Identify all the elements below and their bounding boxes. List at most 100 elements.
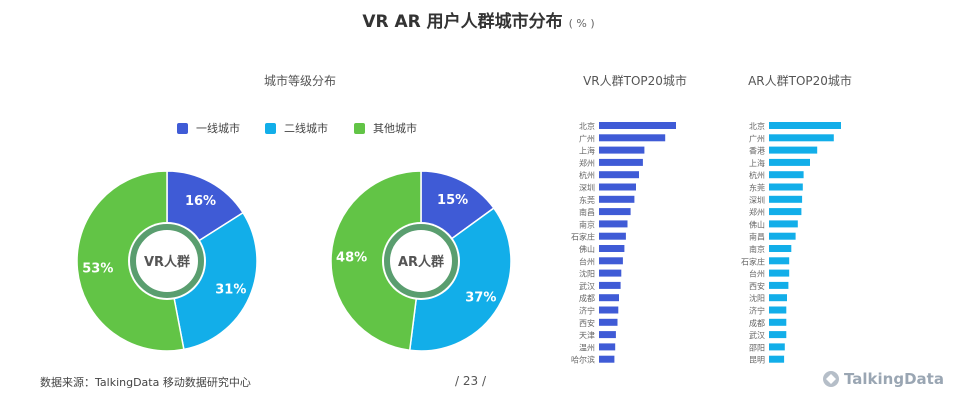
vr-donut-slice-label-2: 53% bbox=[82, 262, 113, 277]
vr-top20-city-label-8: 南京 bbox=[579, 219, 595, 229]
vr-top20-bar-17 bbox=[599, 331, 616, 339]
main-title-text: VR AR 用户人群城市分布 bbox=[362, 12, 563, 32]
vr-bar-title: VR人群TOP20城市 bbox=[583, 74, 687, 88]
ar-top20-city-label-3: 上海 bbox=[749, 158, 765, 168]
vr-top20-city-label-14: 成都 bbox=[579, 293, 595, 303]
title-unit: ( % ) bbox=[568, 17, 595, 30]
ar-top20-bar-9 bbox=[769, 232, 796, 240]
pie-section-title: 城市等级分布 bbox=[263, 74, 336, 88]
vr-top20-bar-7 bbox=[599, 208, 631, 216]
ar-donut-slice-1 bbox=[408, 207, 512, 352]
ar-top20-bar-10 bbox=[769, 245, 792, 252]
legend-swatch-other bbox=[354, 122, 365, 134]
ar-top20-city-label-7: 郑州 bbox=[749, 207, 765, 217]
ar-donut-slice-label-0: 15% bbox=[437, 193, 468, 208]
ar-top20-city-label-17: 武汉 bbox=[749, 330, 765, 340]
ar-donut-slice-2 bbox=[330, 170, 422, 352]
ar-top20-bar-8 bbox=[769, 220, 798, 228]
vr-top20-bar-9 bbox=[599, 232, 626, 240]
ar-top20-city-label-13: 西安 bbox=[749, 281, 765, 291]
vr-top20-city-label-18: 温州 bbox=[579, 343, 595, 352]
vr-donut-center-label: VR人群 bbox=[144, 254, 190, 270]
vr-top20-bar-15 bbox=[599, 306, 619, 314]
ar-top20-bar-17 bbox=[769, 331, 787, 339]
vr-top20-city-label-9: 石家庄 bbox=[571, 232, 595, 242]
vr-top20-bar-12 bbox=[599, 269, 622, 277]
vr-top20-city-label-1: 广州 bbox=[579, 133, 595, 143]
vr-top20-bar-13 bbox=[599, 281, 621, 289]
ar-top20-bar-13 bbox=[769, 281, 789, 289]
ar-top20-city-label-1: 广州 bbox=[749, 133, 765, 143]
vr-top20-bar-19 bbox=[599, 355, 615, 363]
ar-top20-bar-7 bbox=[769, 208, 802, 216]
vr-top20-city-label-4: 杭州 bbox=[579, 170, 595, 180]
legend-swatch-tier1 bbox=[177, 122, 188, 134]
ar-top20-city-label-9: 南昌 bbox=[749, 232, 765, 242]
ar-top20-city-label-4: 杭州 bbox=[749, 170, 765, 180]
vr-top20-city-label-6: 东莞 bbox=[579, 195, 595, 205]
ar-donut-center-disc bbox=[391, 231, 451, 291]
ar-donut-center-ring bbox=[384, 224, 458, 298]
vr-top20-bar-14 bbox=[599, 294, 619, 302]
vr-top20-bar-1 bbox=[599, 134, 666, 142]
vr-top20-bar-18 bbox=[599, 343, 616, 351]
ar-top20-city-label-2: 香港 bbox=[749, 146, 765, 156]
vr-top20-bar-8 bbox=[599, 220, 628, 228]
legend-label-tier2: 二线城市 bbox=[284, 122, 328, 135]
page-number: / 23 / bbox=[455, 374, 486, 388]
ar-top20-bar-2 bbox=[769, 146, 818, 154]
brand-mark-icon bbox=[823, 371, 839, 387]
vr-top20-bar-2 bbox=[599, 146, 645, 154]
ar-top20-bar-12 bbox=[769, 269, 790, 277]
main-title: VR AR 用户人群城市分布 ( % ) bbox=[0, 7, 957, 32]
ar-donut-slice-label-2: 48% bbox=[336, 251, 367, 266]
brand-logo: TalkingData bbox=[822, 370, 944, 388]
legend-item-tier2: 二线城市 bbox=[265, 120, 328, 136]
ar-top20-city-label-19: 昆明 bbox=[749, 356, 765, 365]
ar-top20-bar-1 bbox=[769, 134, 834, 142]
legend-label-tier1: 一线城市 bbox=[196, 122, 240, 135]
vr-top20-city-label-7: 南昌 bbox=[579, 207, 595, 217]
vr-top20-bar-0 bbox=[599, 122, 676, 129]
ar-donut-slice-label-1: 37% bbox=[465, 290, 496, 305]
vr-top20-city-label-12: 沈阳 bbox=[579, 269, 595, 279]
vr-top20-city-label-5: 深圳 bbox=[579, 183, 595, 193]
vr-top20-city-label-13: 武汉 bbox=[579, 281, 595, 291]
vr-top20-bar-4 bbox=[599, 171, 639, 179]
ar-top20-bar-5 bbox=[769, 183, 803, 191]
ar-top20-city-label-11: 石家庄 bbox=[741, 256, 765, 266]
ar-top20-bar-4 bbox=[769, 171, 804, 179]
vr-top20-city-label-19: 哈尔滨 bbox=[571, 355, 595, 365]
vr-top20-city-label-15: 济宁 bbox=[579, 306, 595, 316]
legend-item-tier1: 一线城市 bbox=[177, 120, 240, 136]
vr-top20-city-label-3: 郑州 bbox=[579, 158, 595, 168]
ar-top20-bar-0 bbox=[769, 122, 841, 129]
ar-top20-city-label-16: 成都 bbox=[749, 318, 765, 328]
vr-top20-bar-5 bbox=[599, 183, 636, 191]
vr-top20-city-label-2: 上海 bbox=[579, 146, 595, 156]
ar-top20-bar-19 bbox=[769, 355, 785, 363]
legend-item-other: 其他城市 bbox=[354, 120, 417, 136]
ar-top20-bar-15 bbox=[769, 306, 787, 314]
vr-donut-slice-label-0: 16% bbox=[185, 194, 216, 209]
vr-donut-center-ring bbox=[130, 224, 204, 298]
ar-top20-bar-16 bbox=[769, 318, 787, 326]
ar-donut-center-label: AR人群 bbox=[398, 254, 444, 270]
ar-top20-bar-11 bbox=[769, 257, 790, 265]
vr-top20-bar-10 bbox=[599, 245, 625, 252]
ar-top20-city-label-14: 沈阳 bbox=[749, 293, 765, 303]
ar-top20-city-label-6: 深圳 bbox=[749, 195, 765, 205]
ar-top20-city-label-12: 台州 bbox=[749, 269, 765, 279]
vr-top20-bar-3 bbox=[599, 158, 643, 166]
ar-top20-city-label-8: 佛山 bbox=[749, 219, 765, 229]
vr-top20-bar-16 bbox=[599, 318, 618, 326]
legend-label-other: 其他城市 bbox=[373, 122, 417, 135]
vr-top20-city-label-16: 西安 bbox=[579, 318, 595, 328]
footer-source: 数据来源：TalkingData 移动数据研究中心 bbox=[40, 376, 251, 389]
ar-top20-city-label-0: 北京 bbox=[749, 121, 765, 131]
vr-top20-bar-6 bbox=[599, 195, 635, 203]
vr-top20-city-label-0: 北京 bbox=[579, 121, 595, 131]
ar-top20-city-label-5: 东莞 bbox=[749, 183, 765, 193]
ar-top20-city-label-15: 济宁 bbox=[749, 306, 765, 316]
